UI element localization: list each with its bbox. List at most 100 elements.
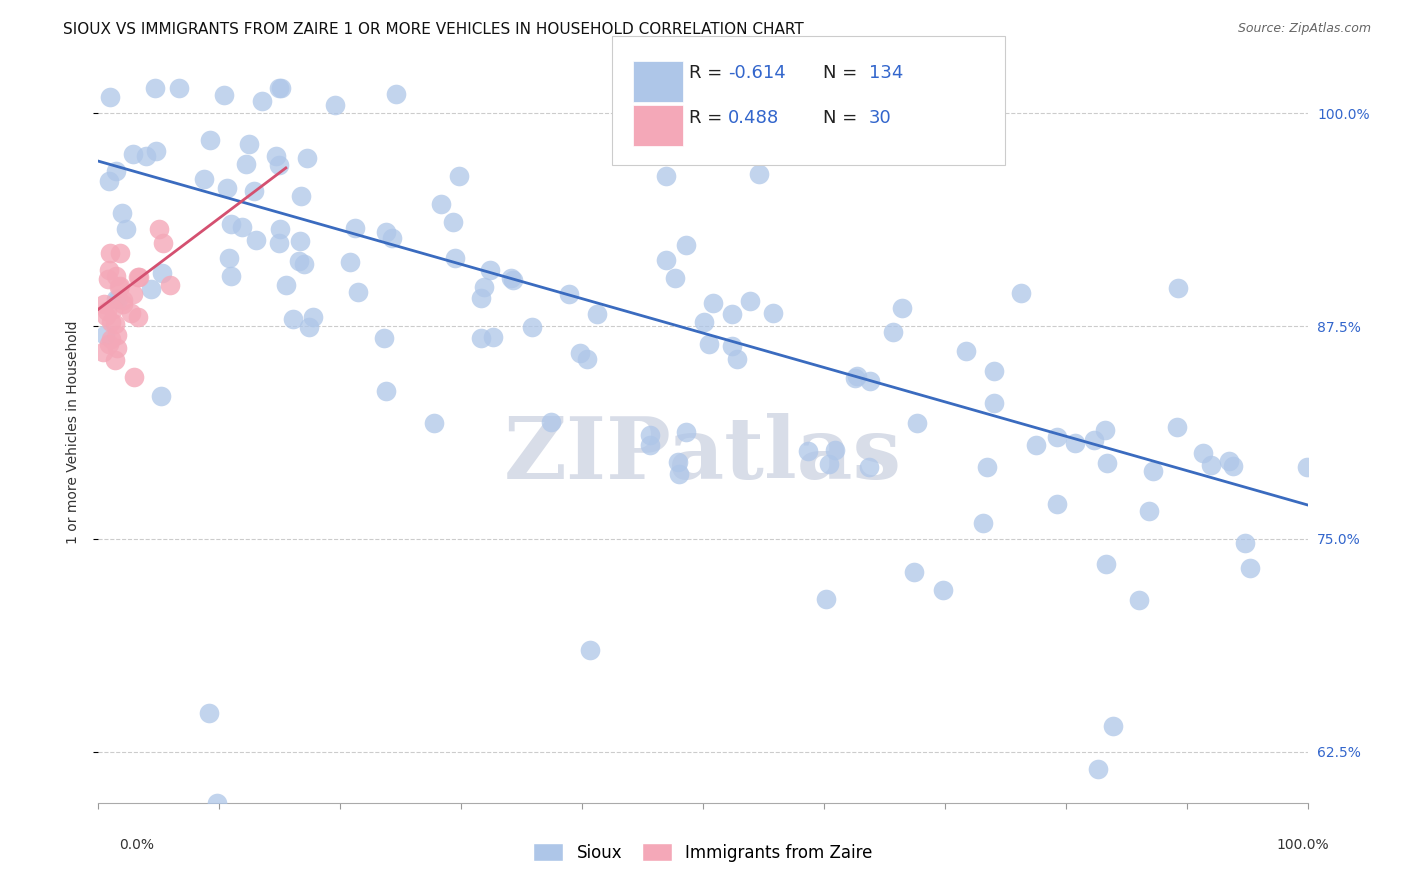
- Point: [702, 296, 724, 310]
- Point: [198, 706, 221, 720]
- Point: [105, 293, 128, 307]
- Point: [91, 344, 114, 359]
- Point: [748, 167, 770, 181]
- Point: [108, 246, 131, 260]
- Point: [903, 565, 925, 579]
- Point: [375, 226, 398, 240]
- Point: [167, 81, 190, 95]
- Point: [558, 287, 581, 301]
- Point: [100, 332, 122, 346]
- Point: [472, 280, 495, 294]
- Point: [243, 184, 266, 198]
- Point: [882, 325, 904, 339]
- Point: [1137, 504, 1160, 518]
- Point: [105, 328, 128, 343]
- Point: [443, 252, 465, 266]
- Point: [814, 591, 837, 606]
- Point: [122, 370, 145, 384]
- Point: [200, 133, 222, 147]
- Point: [972, 516, 994, 530]
- Text: N =: N =: [823, 64, 862, 82]
- Point: [576, 352, 599, 367]
- Point: [235, 157, 257, 171]
- Point: [135, 149, 157, 163]
- Point: [297, 151, 319, 165]
- Point: [859, 375, 882, 389]
- Point: [976, 460, 998, 475]
- Point: [797, 444, 820, 458]
- Point: [654, 252, 676, 267]
- Point: [288, 235, 311, 249]
- Point: [824, 443, 846, 458]
- Point: [219, 268, 242, 283]
- Point: [347, 285, 370, 299]
- Point: [150, 389, 173, 403]
- Point: [907, 416, 929, 430]
- Point: [1218, 454, 1240, 468]
- Point: [101, 301, 124, 316]
- Point: [290, 188, 312, 202]
- Point: [120, 306, 142, 320]
- Point: [693, 315, 716, 329]
- Text: R =: R =: [689, 109, 728, 127]
- Point: [846, 368, 869, 383]
- Point: [150, 266, 173, 280]
- Point: [1025, 438, 1047, 452]
- Point: [740, 294, 762, 309]
- Point: [1064, 435, 1087, 450]
- Point: [323, 98, 346, 112]
- Point: [301, 310, 323, 324]
- Point: [675, 237, 697, 252]
- Point: [1094, 423, 1116, 437]
- Point: [482, 330, 505, 344]
- Point: [470, 291, 492, 305]
- Point: [141, 283, 163, 297]
- Y-axis label: 1 or more Vehicles in Household: 1 or more Vehicles in Household: [66, 321, 80, 544]
- Point: [145, 145, 167, 159]
- Point: [983, 364, 1005, 378]
- Point: [115, 221, 138, 235]
- Point: [1083, 434, 1105, 448]
- Point: [112, 293, 135, 307]
- Text: 134: 134: [869, 64, 903, 82]
- Point: [721, 339, 744, 353]
- Point: [269, 222, 291, 236]
- Point: [1046, 498, 1069, 512]
- Point: [343, 221, 366, 235]
- Point: [127, 270, 149, 285]
- Point: [98, 336, 121, 351]
- Point: [675, 425, 697, 440]
- Point: [148, 222, 170, 236]
- Point: [98, 246, 121, 260]
- Point: [707, 141, 730, 155]
- Point: [430, 197, 453, 211]
- Point: [238, 137, 260, 152]
- Point: [215, 181, 238, 195]
- Point: [381, 231, 404, 245]
- Legend: Sioux, Immigrants from Zaire: Sioux, Immigrants from Zaire: [526, 837, 880, 869]
- Point: [121, 147, 143, 161]
- Point: [110, 278, 132, 293]
- Point: [269, 158, 291, 172]
- Point: [218, 251, 240, 265]
- Point: [152, 236, 174, 251]
- Point: [655, 169, 678, 183]
- Point: [245, 233, 267, 247]
- Point: [98, 90, 121, 104]
- Point: [697, 337, 720, 351]
- Point: [96, 309, 118, 323]
- Point: [479, 263, 502, 277]
- Point: [98, 174, 121, 188]
- Point: [108, 280, 131, 294]
- Point: [96, 303, 118, 318]
- Point: [110, 206, 132, 220]
- Point: [270, 81, 292, 95]
- Point: [1167, 280, 1189, 294]
- Point: [470, 331, 492, 345]
- Point: [221, 217, 243, 231]
- Point: [1234, 536, 1257, 550]
- Point: [502, 273, 524, 287]
- Point: [267, 235, 290, 250]
- Point: [638, 438, 661, 452]
- Text: -0.614: -0.614: [728, 64, 786, 82]
